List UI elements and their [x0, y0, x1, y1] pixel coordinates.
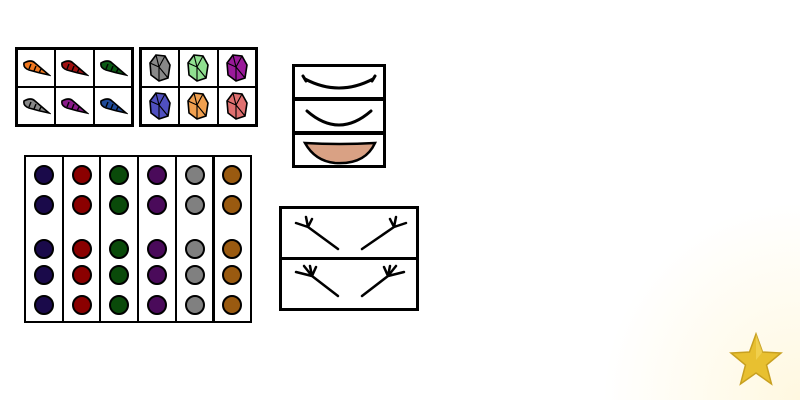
dot-column[interactable]: [99, 155, 140, 323]
color-dot: [33, 195, 54, 215]
crystal-icon: [225, 54, 248, 82]
horn-icon: [99, 60, 128, 77]
crystal-swatch[interactable]: [141, 87, 180, 125]
dot-column[interactable]: [24, 155, 64, 323]
color-dot: [146, 295, 167, 315]
dot-column[interactable]: [174, 155, 215, 323]
crystal-swatch[interactable]: [217, 49, 256, 87]
crystal-icon: [149, 54, 171, 82]
smile-wide-icon: [305, 109, 373, 127]
brow-option-1[interactable]: [279, 206, 419, 260]
dot-column[interactable]: [212, 155, 253, 323]
color-dot: [184, 239, 205, 259]
mouth-option-smile-thin[interactable]: [292, 64, 386, 100]
brow-option-2[interactable]: [279, 257, 419, 311]
color-dot: [109, 295, 130, 315]
color-dot: [146, 265, 167, 285]
crystal-icon: [187, 54, 210, 82]
mouth-option-smile-wide[interactable]: [292, 98, 386, 134]
color-dot: [222, 265, 243, 285]
branch-brows-icon: [294, 264, 406, 298]
horn-swatch[interactable]: [55, 49, 94, 87]
color-dot: [222, 295, 243, 315]
dot-column[interactable]: [61, 155, 102, 323]
horn-icon: [23, 98, 52, 115]
color-dot: [109, 265, 130, 285]
dot-column[interactable]: [137, 155, 177, 323]
color-dot: [222, 195, 243, 215]
color-dot: [109, 195, 130, 215]
color-dot: [33, 239, 54, 259]
crystal-swatch[interactable]: [179, 49, 218, 87]
color-dot: [109, 165, 130, 185]
color-dot: [71, 295, 92, 315]
horn-swatch[interactable]: [93, 49, 132, 87]
color-dot: [71, 195, 92, 215]
mouth-option-grin-open[interactable]: [292, 132, 386, 168]
color-dot: [33, 295, 54, 315]
color-dot: [71, 239, 92, 259]
color-dot: [146, 239, 167, 259]
color-dot: [71, 265, 92, 285]
horn-icon: [23, 60, 52, 77]
crystal-swatch[interactable]: [217, 87, 256, 125]
color-dot: [184, 195, 205, 215]
color-dot: [184, 165, 205, 185]
color-dot: [71, 165, 92, 185]
smile-thin-icon: [301, 74, 377, 90]
dot-column-board: [24, 155, 253, 323]
crystal-icon: [149, 92, 171, 120]
horn-icon: [99, 98, 128, 115]
horn-swatch[interactable]: [93, 87, 132, 125]
crystal-icon: [187, 92, 210, 120]
reward-star[interactable]: [728, 331, 784, 388]
horn-swatch[interactable]: [17, 49, 56, 87]
horn-swatch[interactable]: [17, 87, 56, 125]
crystal-swatch[interactable]: [179, 87, 218, 125]
horn-palette-grid: [15, 47, 134, 127]
horn-icon: [61, 60, 90, 77]
grin-open-icon: [302, 141, 377, 165]
color-dot: [222, 239, 243, 259]
color-dot: [222, 165, 243, 185]
horn-icon: [61, 98, 90, 115]
color-dot: [33, 165, 54, 185]
antler-brows-icon: [294, 215, 408, 251]
color-dot: [146, 165, 167, 185]
crystal-palette-grid: [139, 47, 258, 127]
color-dot: [146, 195, 167, 215]
color-dot: [184, 295, 205, 315]
horn-swatch[interactable]: [55, 87, 94, 125]
star-icon: [729, 331, 783, 386]
crystal-swatch[interactable]: [141, 49, 180, 87]
crystal-icon: [225, 92, 248, 120]
color-dot: [184, 265, 205, 285]
color-dot: [109, 239, 130, 259]
color-dot: [33, 265, 54, 285]
